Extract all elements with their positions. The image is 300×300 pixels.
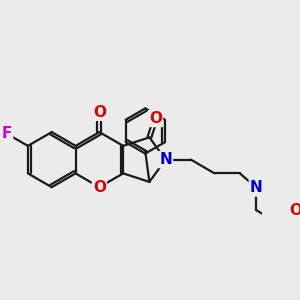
Text: N: N: [250, 180, 263, 195]
Text: O: O: [149, 111, 162, 126]
Text: N: N: [250, 180, 263, 195]
Text: F: F: [2, 126, 12, 141]
Text: O: O: [93, 105, 106, 120]
Text: N: N: [159, 152, 172, 167]
Text: O: O: [289, 203, 300, 218]
Text: O: O: [93, 180, 106, 195]
